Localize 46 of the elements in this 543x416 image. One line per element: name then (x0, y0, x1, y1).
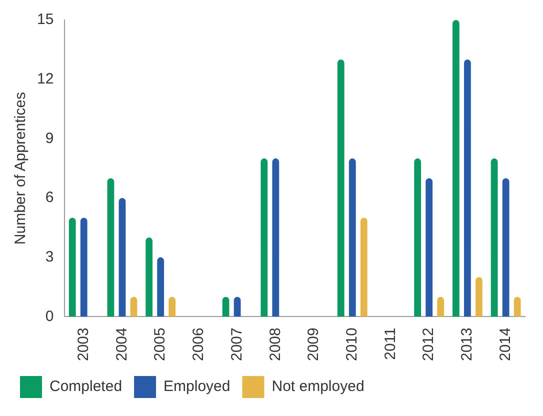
y-axis-title: Number of Apprentices (12, 92, 30, 245)
y-tick-label: 0 (45, 308, 54, 325)
bar (360, 218, 368, 317)
bar (437, 296, 444, 317)
bar (157, 257, 164, 317)
bar (118, 198, 126, 317)
bar (222, 296, 230, 317)
legend-label: Completed (50, 378, 122, 396)
bar (502, 178, 510, 317)
bar (514, 296, 521, 317)
legend-label: Employed (164, 378, 230, 396)
bar (476, 277, 482, 317)
x-tick-label: 2006 (190, 328, 208, 362)
x-tick-label: 2011 (382, 328, 399, 360)
x-tick-label: 2005 (152, 328, 169, 362)
bar (234, 296, 241, 317)
y-tick-label: 12 (36, 70, 54, 88)
x-tick-label: 2010 (344, 328, 361, 362)
x-tick-label: 2014 (496, 328, 514, 362)
y-tick-label: 3 (45, 248, 54, 266)
bar (107, 178, 114, 317)
bar (80, 218, 88, 317)
bar (490, 158, 498, 317)
x-tick-label: 2008 (266, 328, 284, 362)
bar (146, 238, 153, 317)
x-tick-label: 2009 (305, 328, 322, 362)
x-tick-label: 2012 (420, 328, 438, 362)
y-tick-label: 6 (45, 189, 54, 206)
x-tick-label: 2013 (458, 328, 476, 362)
bar (168, 296, 176, 317)
bar (414, 158, 422, 317)
x-tick-label: 2003 (75, 328, 92, 362)
bar (260, 158, 268, 317)
x-tick-label: 2004 (113, 328, 130, 362)
legend-label: Not employed (272, 378, 364, 396)
bar (68, 218, 76, 317)
y-tick-label: 9 (45, 130, 54, 147)
bar (426, 178, 433, 317)
y-tick-label: 15 (36, 11, 54, 28)
bar (348, 158, 356, 317)
bar (272, 158, 280, 317)
bar (130, 296, 138, 317)
bar (464, 60, 471, 317)
bar (452, 20, 460, 317)
bar (337, 60, 344, 317)
x-tick-label: 2007 (228, 328, 246, 362)
